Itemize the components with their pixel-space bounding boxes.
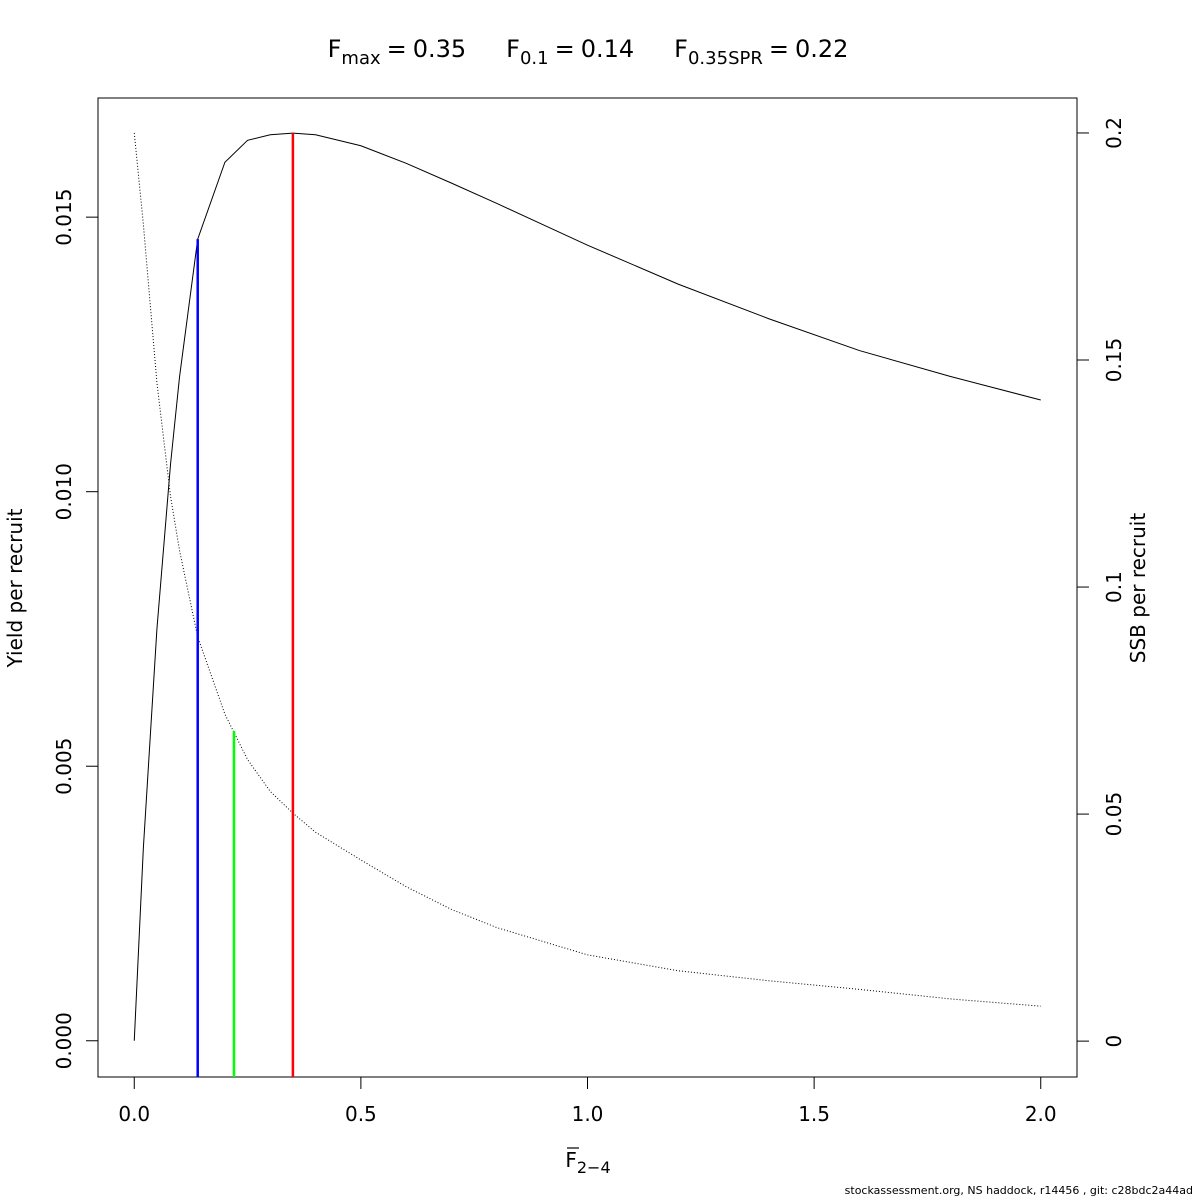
x-tick-label: 0.5 xyxy=(345,1102,377,1126)
title-symbol: F xyxy=(506,35,520,63)
y-tick-label: 0.005 xyxy=(52,738,76,795)
x-tick-label: 1.0 xyxy=(572,1102,604,1126)
chart-title: Fmax = 0.35 F0.1 = 0.14 F0.35SPR = 0.22 xyxy=(328,35,849,69)
y-tick-label: 0.015 xyxy=(52,189,76,246)
y2-tick-label: 0 xyxy=(1102,1035,1126,1048)
x-tick-label: 1.5 xyxy=(798,1102,830,1126)
y2-axis-label: SSB per recruit xyxy=(1126,513,1150,664)
x-label-subscript: 2−4 xyxy=(577,1158,611,1177)
title-symbol: F xyxy=(328,35,342,63)
title-subscript: 0.1 xyxy=(520,48,549,69)
title-subscript: 0.35SPR xyxy=(688,48,763,69)
footer: stockassessment.org, NS haddock, r14456 … xyxy=(845,1184,1193,1197)
y2-tick-label: 0.2 xyxy=(1102,117,1126,149)
title-value: 0.35 xyxy=(413,35,466,63)
y-tick-label: 0.010 xyxy=(52,463,76,520)
title-value: 0.14 xyxy=(581,35,634,63)
x-axis-label: F2−4 xyxy=(565,1148,610,1177)
title-symbol: F xyxy=(674,35,688,63)
title-sign: = xyxy=(555,35,575,63)
series-line xyxy=(133,132,1041,1041)
title-value: 0.22 xyxy=(795,35,848,63)
x-tick-label: 2.0 xyxy=(1025,1102,1057,1126)
y2-tick-label: 0.05 xyxy=(1102,792,1126,837)
x-label-symbol: F xyxy=(565,1148,577,1172)
title-sign: = xyxy=(769,35,789,63)
x-tick-label: 0.0 xyxy=(118,1102,150,1126)
y-axis-label: Yield per recruit xyxy=(3,508,27,668)
y2-tick-label: 0.1 xyxy=(1102,571,1126,603)
y-tick-label: 0.000 xyxy=(52,1012,76,1069)
y2-tick-label: 0.15 xyxy=(1102,338,1126,383)
series-line xyxy=(133,132,1041,1007)
title-sign: = xyxy=(387,35,407,63)
title-subscript: max xyxy=(341,48,381,69)
